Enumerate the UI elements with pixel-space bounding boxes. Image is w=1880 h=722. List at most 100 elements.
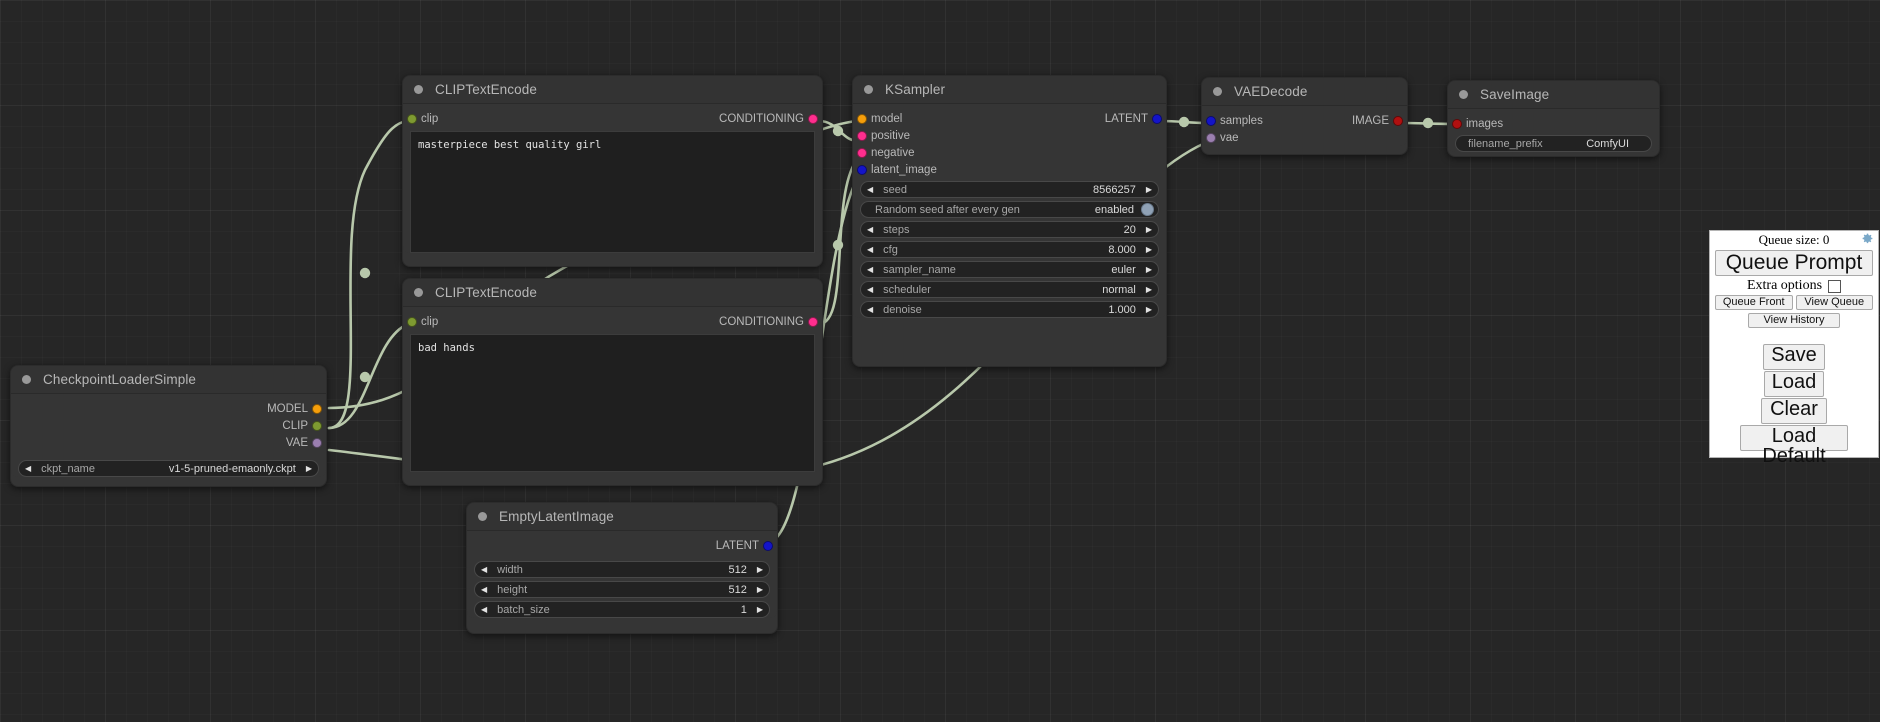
output-slot-latent[interactable]: LATENT [467, 537, 777, 554]
view-history-button[interactable]: View History [1748, 313, 1840, 328]
collapse-dot-icon[interactable] [414, 85, 423, 94]
increment-arrow-icon[interactable]: ▶ [756, 564, 763, 574]
input-slot-positive[interactable]: positive [853, 127, 1166, 144]
images-port-dot-icon[interactable] [1452, 118, 1462, 129]
decrement-arrow-icon[interactable]: ◀ [867, 264, 874, 274]
collapse-dot-icon[interactable] [478, 512, 487, 521]
toggle-knob-icon[interactable] [1141, 203, 1154, 216]
extra-options-row[interactable]: Extra options [1710, 277, 1878, 295]
collapse-dot-icon[interactable] [414, 288, 423, 297]
vae-port-dot-icon[interactable] [1206, 132, 1216, 143]
increment-arrow-icon[interactable]: ▶ [1145, 244, 1152, 254]
image-port-dot-icon[interactable] [1393, 115, 1403, 126]
decrement-arrow-icon[interactable]: ◀ [481, 604, 488, 614]
conditioning-port-dot-icon[interactable] [808, 113, 818, 124]
samples-port-dot-icon[interactable] [1206, 115, 1216, 126]
widget-filename-prefix[interactable]: filename_prefix ComfyUI [1455, 135, 1652, 152]
increment-arrow-icon[interactable]: ▶ [1145, 284, 1152, 294]
node-cliptextencode-positive[interactable]: CLIPTextEncode clip CONDITIONING masterp… [402, 75, 823, 267]
input-slot-samples[interactable]: samples [1202, 112, 1407, 129]
prompt-textarea-positive[interactable]: masterpiece best quality girl [410, 131, 815, 253]
clip-port-dot-icon[interactable] [312, 420, 322, 431]
widget-height[interactable]: ◀ height 512 ▶ [474, 581, 770, 598]
widget-sampler-name[interactable]: ◀ sampler_name euler ▶ [860, 261, 1159, 278]
output-slot-vae[interactable]: VAE [11, 434, 326, 451]
widget-random-seed-toggle[interactable]: Random seed after every gen enabled [860, 201, 1159, 218]
clip-port-dot-icon[interactable] [407, 113, 417, 124]
increment-arrow-icon[interactable]: ▶ [1145, 304, 1152, 314]
extra-options-checkbox[interactable] [1828, 279, 1842, 293]
model-port-dot-icon[interactable] [857, 113, 867, 124]
input-slot-images[interactable]: images [1448, 115, 1659, 132]
vae-port-dot-icon[interactable] [312, 437, 322, 448]
node-title-bar[interactable]: CLIPTextEncode [403, 279, 822, 307]
collapse-dot-icon[interactable] [1459, 90, 1468, 99]
latent-port-dot-icon[interactable] [1152, 113, 1162, 124]
node-emptylatentimage[interactable]: EmptyLatentImage LATENT ◀ width 512 ▶ ◀ … [466, 502, 778, 634]
negative-port-dot-icon[interactable] [857, 147, 867, 158]
decrement-arrow-icon[interactable]: ◀ [867, 304, 874, 314]
node-checkpointloadersimple[interactable]: CheckpointLoaderSimple MODEL CLIP VAE ◀ … [10, 365, 327, 487]
clip-port-dot-icon[interactable] [407, 316, 417, 327]
latent-image-port-dot-icon[interactable] [857, 164, 867, 175]
gear-icon[interactable] [1861, 232, 1874, 245]
widget-seed[interactable]: ◀ seed 8566257 ▶ [860, 181, 1159, 198]
collapse-dot-icon[interactable] [1213, 87, 1222, 96]
decrement-arrow-icon[interactable]: ◀ [867, 184, 874, 194]
latent-port-dot-icon[interactable] [763, 540, 773, 551]
widget-denoise[interactable]: ◀ denoise 1.000 ▶ [860, 301, 1159, 318]
save-button[interactable]: Save [1763, 344, 1825, 370]
collapse-dot-icon[interactable] [864, 85, 873, 94]
widget-steps[interactable]: ◀ steps 20 ▶ [860, 221, 1159, 238]
conditioning-port-dot-icon[interactable] [808, 316, 818, 327]
decrement-arrow-icon[interactable]: ◀ [867, 284, 874, 294]
positive-port-dot-icon[interactable] [857, 130, 867, 141]
increment-arrow-icon[interactable]: ▶ [756, 604, 763, 614]
output-slot-conditioning[interactable]: CONDITIONING [403, 313, 822, 330]
node-vaedecode[interactable]: VAEDecode samples IMAGE vae [1201, 77, 1408, 155]
widget-batch-size[interactable]: ◀ batch_size 1 ▶ [474, 601, 770, 618]
clear-button[interactable]: Clear [1761, 398, 1827, 424]
node-title-bar[interactable]: EmptyLatentImage [467, 503, 777, 531]
widget-cfg[interactable]: ◀ cfg 8.000 ▶ [860, 241, 1159, 258]
decrement-arrow-icon[interactable]: ◀ [867, 224, 874, 234]
input-slot-model[interactable]: model [853, 110, 1166, 127]
widget-width[interactable]: ◀ width 512 ▶ [474, 561, 770, 578]
node-title-bar[interactable]: VAEDecode [1202, 78, 1407, 106]
increment-arrow-icon[interactable]: ▶ [305, 463, 312, 473]
widget-ckpt-name[interactable]: ◀ ckpt_name v1-5-pruned-emaonly.ckpt ▶ [18, 460, 319, 477]
output-slot-model[interactable]: MODEL [11, 400, 326, 417]
node-cliptextencode-negative[interactable]: CLIPTextEncode clip CONDITIONING bad han… [402, 278, 823, 486]
increment-arrow-icon[interactable]: ▶ [1145, 224, 1152, 234]
model-port-dot-icon[interactable] [312, 403, 322, 414]
queue-front-button[interactable]: Queue Front [1715, 295, 1793, 310]
decrement-arrow-icon[interactable]: ◀ [481, 584, 488, 594]
output-slot-latent[interactable]: LATENT [853, 110, 1166, 127]
node-saveimage[interactable]: SaveImage images filename_prefix ComfyUI [1447, 80, 1660, 157]
prompt-textarea-negative[interactable]: bad hands [410, 334, 815, 472]
decrement-arrow-icon[interactable]: ◀ [25, 463, 32, 473]
queue-prompt-button[interactable]: Queue Prompt [1715, 250, 1873, 276]
decrement-arrow-icon[interactable]: ◀ [867, 244, 874, 254]
input-slot-clip[interactable]: clip [403, 313, 822, 330]
output-slot-conditioning[interactable]: CONDITIONING [403, 110, 822, 127]
output-slot-clip[interactable]: CLIP [11, 417, 326, 434]
load-button[interactable]: Load [1764, 371, 1824, 397]
node-title-bar[interactable]: SaveImage [1448, 81, 1659, 109]
output-slot-image[interactable]: IMAGE [1202, 112, 1407, 129]
node-title-bar[interactable]: CLIPTextEncode [403, 76, 822, 104]
increment-arrow-icon[interactable]: ▶ [1145, 184, 1152, 194]
comfy-menu-panel[interactable]: Queue size: 0 Queue Prompt Extra options… [1709, 230, 1879, 466]
widget-scheduler[interactable]: ◀ scheduler normal ▶ [860, 281, 1159, 298]
input-slot-latent-image[interactable]: latent_image [853, 161, 1166, 178]
input-slot-vae[interactable]: vae [1202, 129, 1407, 146]
view-queue-button[interactable]: View Queue [1795, 295, 1873, 310]
load-default-button[interactable]: Load Default [1740, 425, 1848, 466]
collapse-dot-icon[interactable] [22, 375, 31, 384]
decrement-arrow-icon[interactable]: ◀ [481, 564, 488, 574]
increment-arrow-icon[interactable]: ▶ [1145, 264, 1152, 274]
node-title-bar[interactable]: KSampler [853, 76, 1166, 104]
node-ksampler[interactable]: KSampler model LATENT positive negat [852, 75, 1167, 367]
node-title-bar[interactable]: CheckpointLoaderSimple [11, 366, 326, 394]
